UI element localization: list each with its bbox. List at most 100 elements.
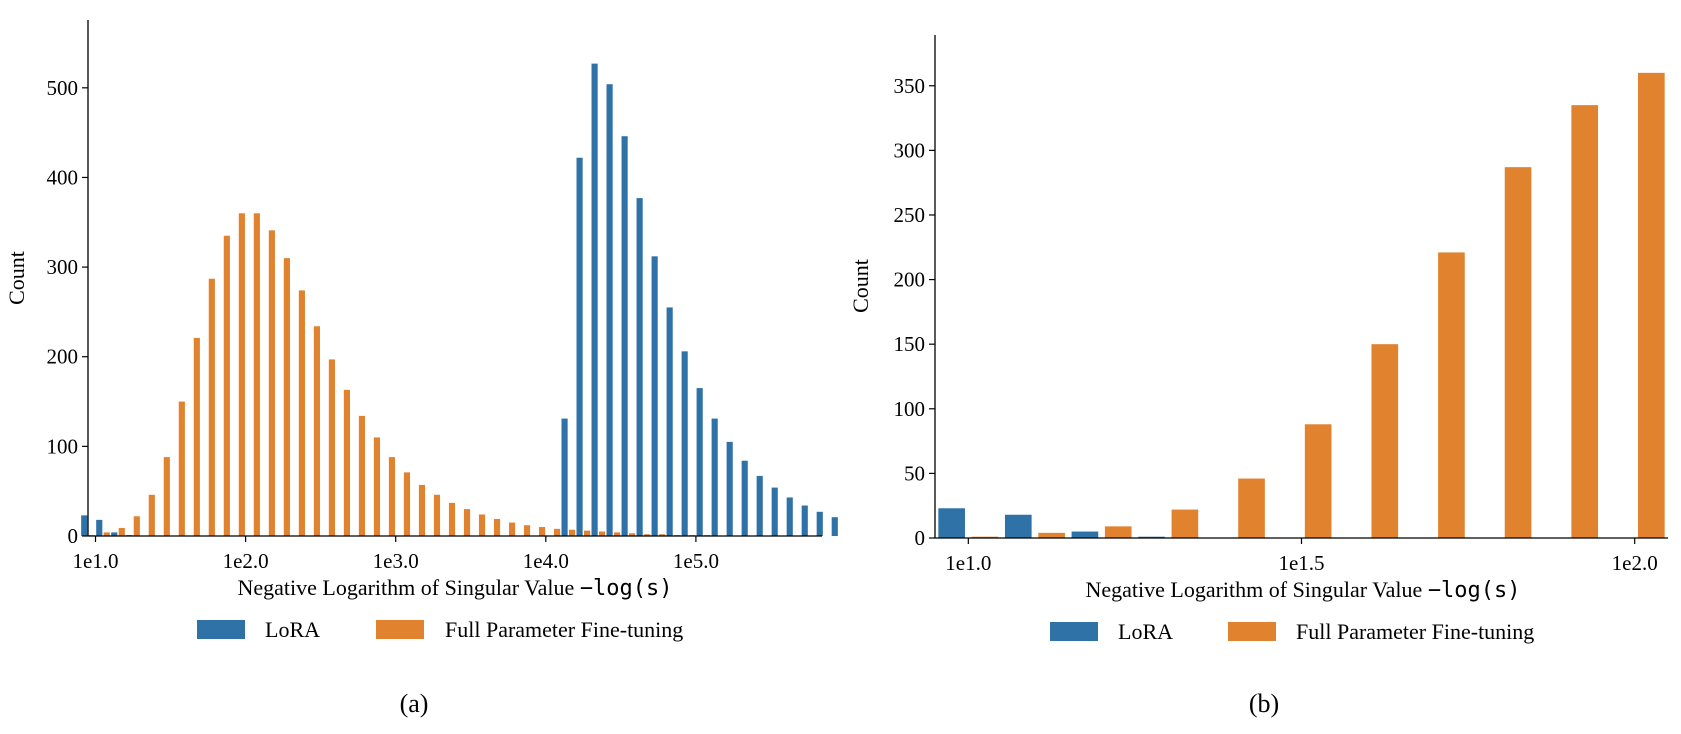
panel-b-legend-lora-swatch <box>1050 622 1098 641</box>
a-bar-full-11 <box>253 213 260 536</box>
b-bar-full-3 <box>1171 509 1199 538</box>
a-bar-lora-47 <box>786 497 793 536</box>
b-ytick-label: 0 <box>915 526 926 550</box>
a-bar-full-35 <box>614 532 621 536</box>
a-bar-full-38 <box>659 534 666 536</box>
a-bar-full-1 <box>103 532 110 536</box>
panel-b-legend[interactable]: LoRA Full Parameter Fine-tuning <box>1050 619 1534 644</box>
panel-b-caption: (b) <box>1249 689 1279 718</box>
a-xtick-label: 1e2.0 <box>223 549 269 573</box>
a-bar-full-5 <box>163 457 170 536</box>
a-bar-full-14 <box>298 290 305 536</box>
b-ytick-label: 250 <box>894 203 926 227</box>
b-bar-lora-0 <box>938 508 965 538</box>
panel-b-legend-lora-label: LoRA <box>1118 619 1173 644</box>
a-bar-full-21 <box>403 472 411 536</box>
a-bar-full-3 <box>133 516 140 536</box>
panel-b: 0 50 100 150 200 250 300 350 1e1.0 1e1.5 1e2.0 Co… <box>848 35 1668 718</box>
a-bar-lora-44 <box>741 460 748 536</box>
a-bar-full-16 <box>328 359 335 536</box>
panel-a-xlabel-text: Negative Logarithm of Singular Value <box>237 575 579 600</box>
b-bar-full-10 <box>1638 72 1665 538</box>
a-bar-full-20 <box>388 457 396 536</box>
b-bar-full-7 <box>1438 252 1465 538</box>
a-bar-lora-38 <box>651 256 658 536</box>
a-bar-lora-41 <box>696 388 703 536</box>
a-bar-full-26 <box>478 514 486 536</box>
panel-b-xlabel-text: Negative Logarithm of Singular Value <box>1085 577 1427 602</box>
b-bar-full-6 <box>1371 344 1399 538</box>
b-bar-lora-2 <box>1071 531 1099 538</box>
panel-a-legend-full-swatch <box>376 620 424 639</box>
a-bar-full-36 <box>629 533 636 536</box>
a-bar-full-2 <box>118 527 125 536</box>
a-bar-full-10 <box>238 213 245 536</box>
a-ytick-label: 400 <box>47 165 79 189</box>
b-xtick-label: 1e2.0 <box>1612 551 1658 575</box>
a-bar-lora-43 <box>726 441 733 536</box>
panel-a-legend-full-label: Full Parameter Fine-tuning <box>445 617 683 642</box>
a-bar-lora-34 <box>591 63 598 537</box>
b-ytick-label: 100 <box>894 397 926 421</box>
a-bar-lora-46 <box>771 487 778 536</box>
a-bar-full-30 <box>538 527 546 536</box>
a-bar-lora-50 <box>831 517 838 536</box>
a-bar-full-15 <box>313 326 320 536</box>
a-bar-full-33 <box>584 530 591 536</box>
panel-a: 0 100 200 300 400 500 1e1.0 1e2.0 1e3.0 1e4.0 1e5… <box>4 20 838 718</box>
panel-a-legend[interactable]: LoRA Full Parameter Fine-tuning <box>197 617 683 642</box>
panel-a-legend-lora-label: LoRA <box>265 617 320 642</box>
a-bar-full-22 <box>418 484 426 536</box>
a-xtick-label: 1e1.0 <box>72 549 118 573</box>
b-ytick-label: 200 <box>894 268 926 292</box>
a-bar-full-13 <box>283 258 290 536</box>
a-bar-full-24 <box>448 502 456 536</box>
panel-b-x-ticks: 1e1.0 1e1.5 1e2.0 <box>945 538 1658 575</box>
a-bar-lora-45 <box>756 475 763 536</box>
b-bar-full-5 <box>1304 424 1332 538</box>
a-bar-lora-1 <box>96 519 103 536</box>
a-bar-full-7 <box>193 337 200 536</box>
panel-a-xlabel: Negative Logarithm of Singular Value −lo… <box>237 575 672 601</box>
a-xtick-label: 1e5.0 <box>673 549 719 573</box>
panel-b-y-ticks: 0 50 100 150 200 250 300 350 <box>894 74 935 550</box>
a-bar-full-19 <box>373 437 381 536</box>
panel-a-x-ticks: 1e1.0 1e2.0 1e3.0 1e4.0 1e5.0 <box>72 536 719 573</box>
panel-a-y-ticks: 0 100 200 300 400 500 <box>47 76 88 548</box>
a-bar-full-12 <box>268 230 275 536</box>
b-xtick-label: 1e1.5 <box>1278 551 1324 575</box>
b-bar-full-4 <box>1238 478 1265 538</box>
a-bar-full-32 <box>569 529 576 536</box>
a-bar-lora-33 <box>576 157 583 537</box>
a-bar-lora-49 <box>816 511 823 536</box>
panel-a-legend-lora-swatch <box>197 620 245 639</box>
a-bar-full-27 <box>493 518 501 536</box>
a-bar-lora-42 <box>711 418 718 536</box>
a-xtick-label: 1e3.0 <box>373 549 419 573</box>
a-bar-full-31 <box>553 528 561 536</box>
a-bar-lora-39 <box>666 307 673 536</box>
a-bar-lora-48 <box>801 505 808 536</box>
panel-a-ylabel: Count <box>4 251 29 305</box>
a-bar-full-34 <box>599 531 606 536</box>
a-bar-full-25 <box>463 509 471 536</box>
a-ytick-label: 100 <box>47 434 79 458</box>
panel-b-legend-full-label: Full Parameter Fine-tuning <box>1296 619 1534 644</box>
a-bar-lora-2 <box>111 532 118 536</box>
b-bar-full-9 <box>1571 105 1599 538</box>
a-bar-lora-37 <box>636 198 643 536</box>
b-bar-full-8 <box>1504 167 1532 539</box>
a-bar-full-29 <box>523 525 531 536</box>
b-ytick-label: 150 <box>894 332 926 356</box>
panel-a-caption: (a) <box>400 689 429 718</box>
panel-b-bars <box>938 72 1665 539</box>
b-xtick-label: 1e1.0 <box>945 551 991 575</box>
a-bar-full-23 <box>433 494 441 536</box>
a-bar-full-6 <box>178 401 185 536</box>
a-bar-full-18 <box>358 415 366 536</box>
a-bar-lora-0 <box>81 515 88 536</box>
panel-a-xlabel-math: −log(s) <box>580 576 673 601</box>
a-bar-full-28 <box>508 522 516 536</box>
panel-b-legend-full-swatch <box>1228 622 1276 641</box>
